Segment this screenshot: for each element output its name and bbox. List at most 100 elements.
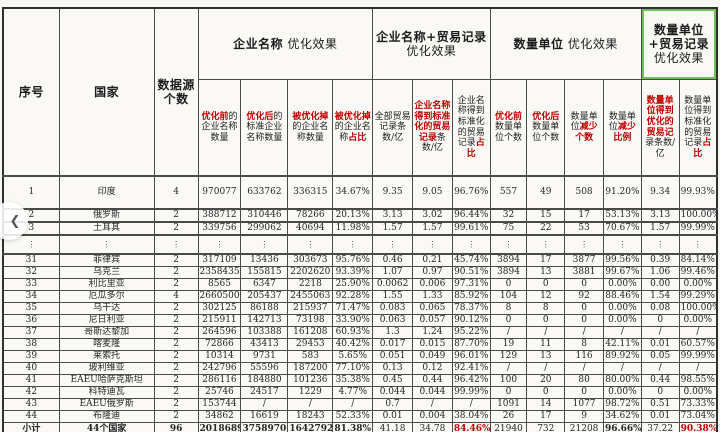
table-row: 36 尼日利亚 2 215911 142713 73198 33.90% 0.063 0.057… (2, 314, 718, 327)
cell: 4 (153, 290, 199, 303)
cell: 8565 (197, 278, 242, 291)
cell: / (678, 362, 718, 375)
cell: 215911 (197, 314, 242, 327)
cell: 6347 (240, 278, 289, 291)
cell: 303673 (287, 253, 334, 267)
cell: 13 (526, 266, 566, 279)
cell: 34.67% (332, 175, 374, 210)
cell: 0.00% (602, 302, 642, 315)
cell: 0.44 (412, 374, 453, 387)
cell: 15 (526, 208, 566, 223)
cell: 0.044 (372, 386, 413, 399)
cell: 91.20% (602, 175, 642, 210)
cell: 1.57 (412, 221, 453, 236)
cell: 53.13% (602, 208, 642, 223)
cell: 1091 (489, 398, 528, 411)
table-row: 42 科特迪瓦 2 25746 24517 1229 4.77% 0.044 0.044 99.9… (2, 386, 718, 399)
table-row: 37 哥斯达黎加 2 264596 103388 161208 60.93% 1.3 1.24 9… (2, 326, 718, 339)
cell: ⋮ (372, 234, 413, 255)
cell: 60.57% (678, 338, 718, 351)
cell: 0 (640, 386, 680, 399)
cell: 35.38% (332, 374, 374, 387)
cell: 土耳其 (58, 221, 155, 236)
cell: 3877 (564, 253, 604, 267)
cell: 95.22% (451, 326, 491, 339)
cell: 52.33% (332, 410, 374, 423)
cell: 2 (153, 386, 199, 399)
cell: 84.46% (451, 422, 491, 432)
cell: 36 (2, 314, 60, 327)
cell: 86188 (240, 302, 289, 315)
cell: 142713 (240, 314, 289, 327)
cell: 98.72% (602, 398, 642, 411)
cell: 96.01% (451, 350, 491, 363)
group-unit-effect: 数量单位 优化效果 (489, 7, 642, 80)
cell: ⋮ (526, 234, 566, 255)
cell: 0 (564, 386, 604, 399)
hdr-unit-trade-ratio: 数量单位得到标准化的贸易记录占比 (678, 79, 718, 177)
cell: 3894 (489, 266, 528, 279)
cell: 92 (564, 290, 604, 303)
cell: ⋮ (58, 234, 155, 255)
cell: 41 (2, 374, 60, 387)
cell: 0.00 (640, 278, 680, 291)
cell: 2 (153, 410, 199, 423)
cell: 18243 (287, 410, 334, 423)
cell: 72866 (197, 338, 242, 351)
cell: 20.13% (332, 208, 374, 223)
cell: 99.99% (678, 221, 718, 236)
cell: 0.51 (640, 398, 680, 411)
cell: 0.46 (372, 253, 413, 267)
cell: / (451, 398, 491, 411)
cell: 2 (153, 326, 199, 339)
cell: 0.063 (372, 314, 413, 327)
cell: 89.92% (602, 350, 642, 363)
cell: 84.14% (678, 253, 718, 267)
cell: 20186897 (197, 422, 242, 432)
cell: 0.00% (678, 386, 718, 399)
table-row: 35 乌干达 2 302125 86188 215937 71.47% 0.083 0.065 7… (2, 302, 718, 315)
cell: 71.47% (332, 302, 374, 315)
cell: 155815 (240, 266, 289, 279)
cell: / (489, 362, 528, 375)
cell: 98.55% (678, 374, 718, 387)
cell: 19 (489, 338, 528, 351)
cell: 0.01 (640, 410, 680, 423)
cell: 0 (489, 386, 528, 399)
cell: 21940 (489, 422, 528, 432)
cell: 583 (287, 350, 334, 363)
cell: 0.21 (412, 253, 453, 267)
cell: 37.22 (640, 422, 680, 432)
table-body: 1 印度 4 970077 633762 336315 34.67% 9.35 9.05 96.7… (2, 175, 718, 432)
cell: 129 (489, 350, 528, 363)
cell: 44 (2, 410, 60, 423)
cell: 17 (526, 253, 566, 267)
cell: 80.00% (602, 374, 642, 387)
cell: 玻利维亚 (58, 362, 155, 375)
table-row: 3 土耳其 2 339756 299062 40694 11.98% 1.57 1.57 99.6… (2, 221, 718, 236)
cell: 13436 (240, 253, 289, 267)
cell: 87.70% (451, 338, 491, 351)
cell: 60.93% (332, 326, 374, 339)
cell: 1077 (564, 398, 604, 411)
group-label: 企业名称 (233, 36, 284, 51)
cell: 96.76% (451, 175, 491, 210)
cell: 42 (2, 386, 60, 399)
cell: 16619 (240, 410, 289, 423)
cell: 2 (153, 314, 199, 327)
hdr-trade-standardized: 企业名称得到标准化的贸易记录条数/亿 (412, 79, 453, 177)
cell: / (489, 326, 528, 339)
cell: 92.41% (451, 362, 491, 375)
cell: 0 (640, 314, 680, 327)
cell: ⋮ (197, 234, 242, 255)
cell: 2 (153, 398, 199, 411)
cell: 41.18 (372, 422, 413, 432)
cell: / (678, 326, 718, 339)
cell: 0.01 (640, 338, 680, 351)
cell: 2218 (287, 278, 334, 291)
cell: 1.33 (412, 290, 453, 303)
cell: 92.28% (332, 290, 374, 303)
cell: 3758970 (240, 422, 289, 432)
table-row: 2 俄罗斯 2 388712 310446 78266 20.13% 3.13 3.02 96.4… (2, 208, 718, 223)
